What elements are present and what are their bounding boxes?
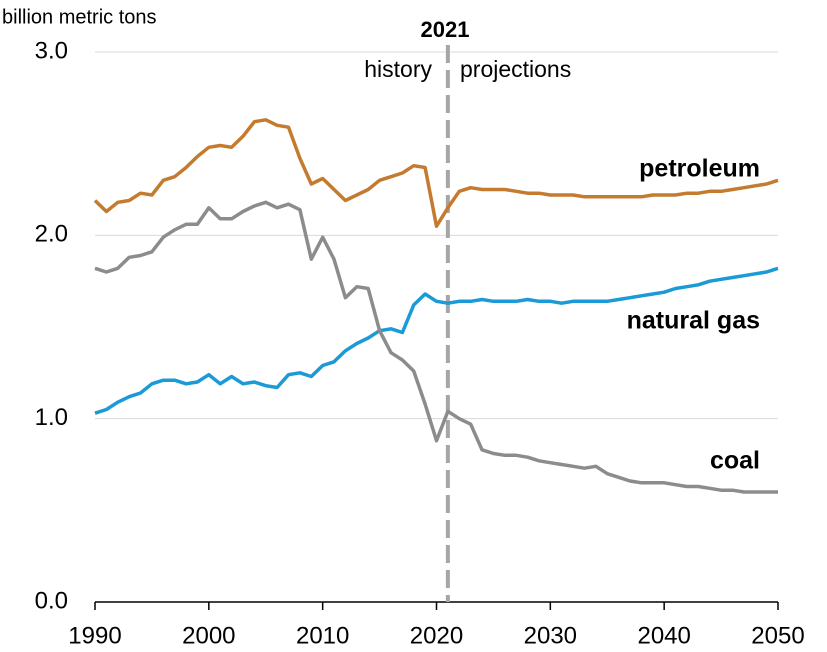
x-tick-label: 2020 xyxy=(410,622,463,649)
series-label: natural gas xyxy=(627,307,760,335)
annotation: history xyxy=(364,56,432,82)
y-tick-label: 0.0 xyxy=(35,587,68,614)
annotation: projections xyxy=(460,56,571,82)
series-line xyxy=(94,266,779,415)
x-tick-label: 1990 xyxy=(68,622,121,649)
x-tick-label: 2010 xyxy=(296,622,349,649)
y-axis-label: billion metric tons xyxy=(2,6,157,28)
x-tick-label: 2040 xyxy=(637,622,690,649)
series-label: coal xyxy=(710,447,760,475)
series-label: petroleum xyxy=(639,155,760,183)
x-tick-label: 2050 xyxy=(751,622,804,649)
series-line xyxy=(93,118,779,228)
divider-label: 2021 xyxy=(421,17,470,42)
x-tick-label: 2030 xyxy=(524,622,577,649)
series-line xyxy=(94,200,778,494)
y-tick-label: 1.0 xyxy=(35,404,68,431)
x-tick-label: 2000 xyxy=(182,622,235,649)
y-tick-label: 2.0 xyxy=(35,221,68,248)
y-tick-label: 3.0 xyxy=(35,37,68,64)
